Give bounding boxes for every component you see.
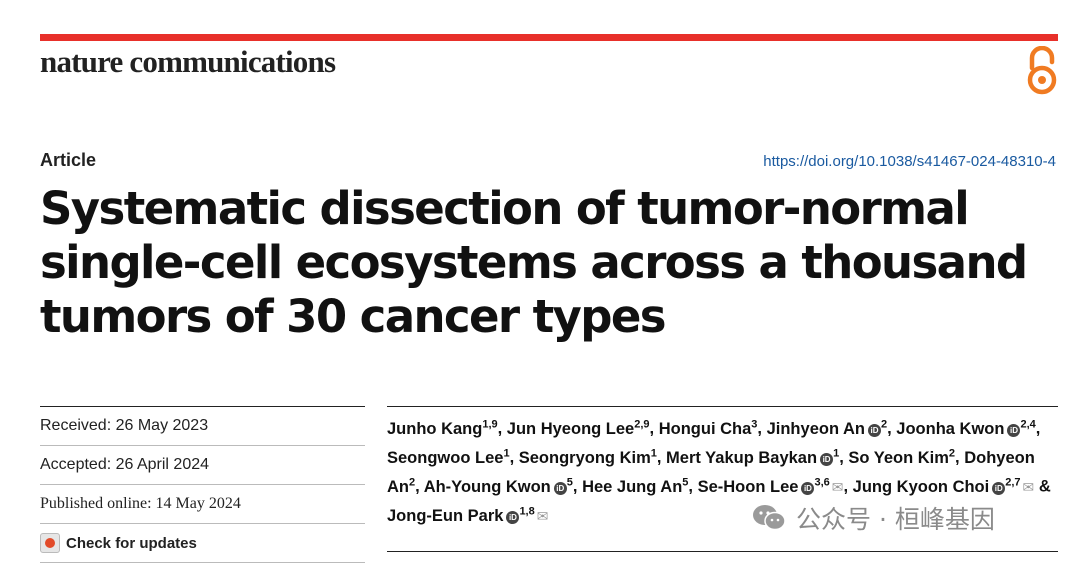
wechat-icon bbox=[753, 505, 786, 531]
published-date: Published online: 14 May 2024 bbox=[40, 495, 241, 512]
accepted-date: Accepted: 26 April 2024 bbox=[40, 456, 210, 473]
orcid-icon[interactable]: iD bbox=[506, 510, 520, 524]
affiliation-number: 2 bbox=[881, 418, 888, 430]
divider bbox=[387, 406, 1058, 407]
check-for-updates-label: Check for updates bbox=[66, 534, 197, 552]
author-name: Jung Kyoon Choi bbox=[852, 477, 990, 496]
author[interactable]: Junho Kang1,9 bbox=[387, 418, 498, 438]
affiliation-number: 1 bbox=[833, 447, 840, 459]
orcid-icon[interactable]: iD bbox=[992, 481, 1006, 495]
article-type-label: Article bbox=[40, 150, 97, 170]
author[interactable]: Hongui Cha3 bbox=[658, 418, 758, 438]
affiliation-number: 5 bbox=[682, 476, 689, 488]
divider bbox=[40, 523, 365, 524]
email-icon[interactable]: ✉ bbox=[831, 478, 844, 495]
affiliation-number: 2 bbox=[409, 476, 416, 488]
watermark: 公众号 · 桓峰基因 bbox=[752, 500, 995, 536]
author[interactable]: Joonha Kwon iD 2,4 bbox=[896, 418, 1036, 438]
crossmark-icon bbox=[40, 533, 60, 553]
author-list: Junho Kang1,9, Jun Hyeong Lee2,9, Hongui… bbox=[387, 412, 1058, 528]
orcid-icon[interactable]: iD bbox=[868, 423, 881, 437]
orcid-icon[interactable]: iD bbox=[820, 452, 834, 466]
author[interactable]: Jong-Eun Park iD 1,8 ✉ bbox=[387, 505, 548, 525]
author[interactable]: Seongwoo Lee1 bbox=[387, 447, 510, 467]
author[interactable]: Dohyeon An2 bbox=[387, 449, 1035, 496]
divider bbox=[387, 551, 1058, 552]
orcid-icon[interactable]: iD bbox=[801, 481, 815, 495]
journal-name: nature communications bbox=[40, 44, 336, 79]
author-name: Joonha Kwon bbox=[896, 419, 1005, 438]
affiliation-number: 1,8 bbox=[519, 505, 535, 517]
author-name: Jong-Eun Park bbox=[387, 506, 504, 525]
author[interactable]: Jun Hyeong Lee2,9 bbox=[506, 418, 650, 438]
author-name: Seongwoo Lee bbox=[387, 448, 504, 467]
author-name: Dohyeon An bbox=[387, 448, 1035, 496]
author-name: Jinhyeon An bbox=[766, 419, 865, 438]
author[interactable]: Mert Yakup Baykan iD 1 bbox=[666, 447, 840, 467]
author-name: Se-Hoon Lee bbox=[697, 477, 799, 496]
article-dates-panel: Received: 26 May 2023 Accepted: 26 April… bbox=[40, 406, 365, 563]
affiliation-number: 3,6 bbox=[814, 476, 830, 488]
author-name: Jun Hyeong Lee bbox=[506, 419, 635, 438]
divider bbox=[40, 406, 365, 407]
doi-link[interactable]: https://doi.org/10.1038/s41467-024-48310… bbox=[763, 153, 1056, 170]
affiliation-number: 1 bbox=[503, 447, 510, 459]
affiliation-number: 2 bbox=[948, 447, 956, 459]
author-name: Mert Yakup Baykan bbox=[666, 448, 818, 467]
affiliation-number: 1 bbox=[650, 447, 657, 459]
watermark-text: 公众号 · 桓峰基因 bbox=[796, 505, 995, 534]
email-icon[interactable]: ✉ bbox=[1022, 478, 1035, 495]
author-name: Hongui Cha bbox=[658, 419, 752, 438]
affiliation-number: 2,4 bbox=[1020, 418, 1036, 430]
author[interactable]: Hee Jung An5 bbox=[582, 476, 689, 496]
author-name: So Yeon Kim bbox=[848, 448, 949, 467]
divider bbox=[40, 484, 365, 485]
check-for-updates-button[interactable]: Check for updates bbox=[40, 524, 365, 562]
divider bbox=[40, 445, 365, 446]
author[interactable]: So Yeon Kim2 bbox=[848, 447, 956, 467]
author[interactable]: Se-Hoon Lee iD 3,6 ✉ bbox=[697, 476, 844, 496]
affiliation-number: 2,7 bbox=[1005, 476, 1021, 488]
author[interactable]: Jinhyeon An iD 2 bbox=[766, 418, 888, 438]
journal-accent-bar bbox=[40, 34, 1058, 41]
email-icon[interactable]: ✉ bbox=[536, 507, 549, 524]
affiliation-number: 1,9 bbox=[482, 418, 498, 430]
author-name: Ah-Young Kwon bbox=[423, 477, 551, 496]
author-name: Junho Kang bbox=[387, 419, 483, 438]
orcid-icon[interactable]: iD bbox=[553, 481, 567, 495]
author[interactable]: Ah-Young Kwon iD 5 bbox=[423, 476, 573, 496]
article-title: Systematic dissection of tumor-normal si… bbox=[40, 182, 1028, 343]
author-name: Seongryong Kim bbox=[518, 448, 651, 467]
orcid-icon[interactable]: iD bbox=[1007, 423, 1021, 437]
affiliation-number: 3 bbox=[751, 418, 758, 430]
affiliation-number: 2,9 bbox=[634, 418, 650, 430]
open-access-icon bbox=[1027, 46, 1057, 95]
author[interactable]: Seongryong Kim1 bbox=[518, 447, 657, 467]
author[interactable]: Jung Kyoon Choi iD 2,7 ✉ bbox=[852, 476, 1035, 496]
author-name: Hee Jung An bbox=[582, 477, 683, 496]
received-date: Received: 26 May 2023 bbox=[40, 417, 209, 434]
affiliation-number: 5 bbox=[566, 476, 573, 488]
